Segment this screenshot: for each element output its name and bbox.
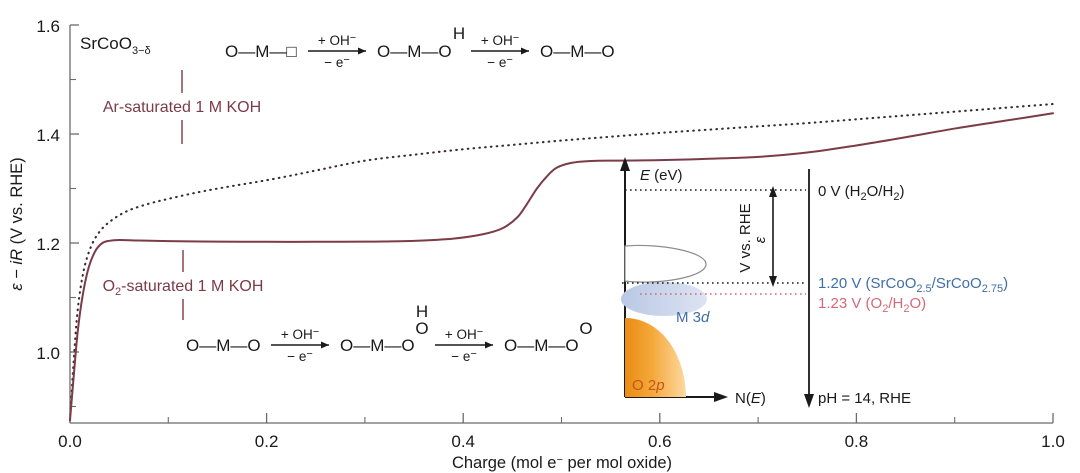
- sample-label: SrCoO3−δ: [80, 34, 151, 57]
- scheme-bottom-species-1: O—M—O: [186, 336, 261, 355]
- scheme-top-hydrogen: H: [453, 24, 465, 43]
- scheme-bottom-arrow-1-head: [321, 341, 329, 349]
- y-tick-label: 1.2: [36, 235, 60, 254]
- y-tick-label: 1.6: [36, 17, 60, 36]
- inset-unoccupied-band: [624, 244, 707, 283]
- inset-level-label-0v: 0 V (H2O/H2): [818, 183, 904, 203]
- inset-m3d-band: [621, 282, 707, 316]
- inset-potential-axis-arrowhead: [804, 394, 814, 408]
- inset-ph-label: pH = 14, RHE: [818, 390, 911, 407]
- annotation-ar-saturated: Ar-saturated 1 M KOH: [103, 70, 261, 144]
- scheme-bottom-oxygen-terminal: O: [579, 319, 592, 338]
- inset-dos-axis-arrowhead: [714, 392, 728, 402]
- scheme-bottom-byproduct-2: − e−: [451, 348, 477, 364]
- scheme-bottom-reagent-2: + OH−: [445, 326, 483, 342]
- scheme-top-arrow-1-head: [358, 47, 366, 55]
- o2-saturated-label: O2-saturated 1 M KOH: [103, 278, 264, 298]
- x-tick-labels: 0.0 0.2 0.4 0.6 0.8 1.0: [58, 432, 1065, 451]
- scheme-bottom-species-3: O—M—O: [504, 336, 579, 355]
- x-tick-label: 1.0: [1041, 432, 1065, 451]
- x-tick-label: 0.0: [58, 432, 82, 451]
- scheme-bottom-reagent-1: + OH−: [281, 326, 319, 342]
- scheme-bottom-byproduct-1: − e−: [287, 348, 313, 364]
- inset-epsilon-label: ε: [752, 236, 769, 243]
- scheme-top-reagent-1: + OH−: [318, 32, 356, 48]
- inset-epsilon-arrow-head-bottom: [769, 276, 777, 287]
- scheme-top-species-1: O—M—□: [225, 42, 297, 61]
- scheme-top-species-3: O—M—O: [540, 42, 615, 61]
- inset-energy-axis-arrowhead: [620, 157, 630, 171]
- reaction-scheme-bottom: O—M—O + OH− − e− H O O—M—O + OH− − e− O …: [186, 302, 593, 364]
- scheme-top-arrow-2-head: [521, 47, 529, 55]
- inset-o2p-label: O 2p: [632, 377, 665, 394]
- curve-o2-saturated: [69, 112, 1054, 422]
- x-axis-title: Charge (mol e− per mol oxide): [452, 454, 672, 472]
- inset-o2p-band: [625, 318, 686, 397]
- inset-m3d-label: M 3d: [676, 309, 710, 326]
- scheme-top-byproduct-1: − e−: [324, 54, 350, 70]
- scheme-bottom-oxygen-upper: O: [415, 319, 428, 338]
- x-tick-label: 0.6: [648, 432, 672, 451]
- y-tick-label: 1.4: [36, 126, 60, 145]
- x-tick-label: 0.2: [255, 432, 279, 451]
- data-curves: [68, 102, 1055, 422]
- plot-axes: [69, 24, 1054, 424]
- reaction-scheme-top: O—M—□ + OH− − e− H O—M—O + OH− − e− O—M—…: [225, 24, 615, 70]
- scheme-bottom-species-2: O—M—O: [340, 336, 415, 355]
- scheme-bottom-hydrogen: H: [416, 302, 428, 321]
- scheme-top-reagent-2: + OH−: [481, 32, 519, 48]
- inset-dos-axis-label: N(E): [735, 390, 766, 407]
- x-tick-label: 0.8: [845, 432, 869, 451]
- scheme-top-byproduct-2: − e−: [487, 54, 513, 70]
- x-tick-label: 0.4: [451, 432, 475, 451]
- inset-level-label-120v: 1.20 V (SrCoO2.5/SrCoO2.75): [818, 275, 1008, 295]
- ar-saturated-label: Ar-saturated 1 M KOH: [103, 99, 261, 116]
- y-tick-label: 1.0: [36, 344, 60, 363]
- inset-vrhe-label: V vs. RHE: [737, 203, 754, 272]
- inset-band-diagram: E (eV) N(E) O 2p M 3d: [620, 157, 1008, 408]
- scheme-bottom-arrow-2-head: [485, 341, 493, 349]
- scheme-top-species-2: O—M—O: [377, 42, 452, 61]
- y-ticks: [70, 24, 79, 408]
- inset-level-label-123v: 1.23 V (O2/H2O): [818, 295, 926, 315]
- curve-ar-saturated: [68, 102, 1055, 422]
- annotation-o2-saturated: O2-saturated 1 M KOH: [103, 250, 264, 320]
- x-ticks: [69, 413, 1054, 423]
- inset-energy-axis-label: E (eV): [640, 167, 683, 184]
- y-axis-title: ε − iR (V vs. RHE): [8, 157, 26, 290]
- y-tick-labels: 1.6 1.4 1.2 1.0: [36, 17, 60, 363]
- inset-epsilon-arrow-head-top: [769, 186, 777, 197]
